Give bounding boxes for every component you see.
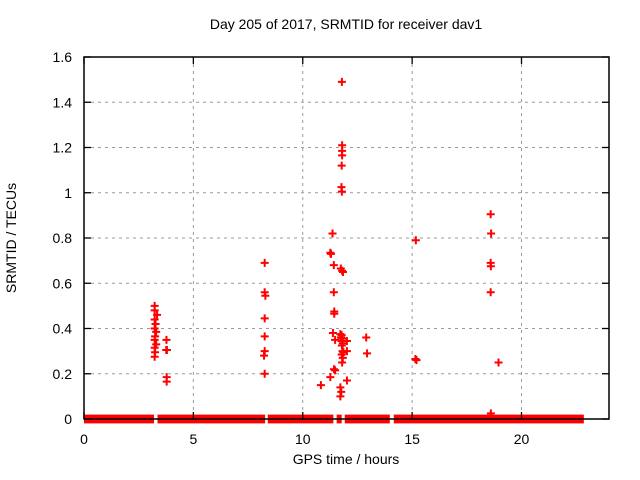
data-point	[338, 358, 347, 367]
data-point	[260, 369, 269, 378]
data-point	[326, 249, 335, 258]
x-tick-label: 10	[295, 431, 311, 447]
data-points	[150, 77, 503, 418]
data-point	[162, 377, 171, 386]
data-point	[260, 314, 269, 323]
plot-frame	[83, 56, 610, 420]
x-tick-label: 15	[404, 431, 420, 447]
y-tick-label: 0.8	[53, 230, 73, 246]
data-point	[260, 351, 269, 360]
data-point	[261, 291, 270, 300]
data-point	[411, 236, 420, 245]
data-point	[411, 355, 420, 364]
data-point	[486, 262, 495, 271]
y-tick-label: 1.6	[53, 49, 73, 65]
data-point	[486, 409, 495, 418]
y-tick-label: 1.4	[53, 94, 73, 110]
data-point	[336, 392, 345, 401]
x-tick-label: 20	[514, 431, 530, 447]
data-point	[328, 229, 337, 238]
data-point	[363, 349, 372, 358]
data-point	[326, 373, 335, 382]
data-point	[150, 335, 159, 344]
x-axis-label: GPS time / hours	[293, 451, 400, 467]
y-tick-label: 0.4	[53, 321, 73, 337]
data-point	[329, 261, 338, 270]
data-point	[486, 288, 495, 297]
y-tick-label: 1	[64, 185, 72, 201]
data-point	[337, 187, 346, 196]
data-point	[337, 77, 346, 86]
data-point	[328, 329, 337, 338]
data-point	[342, 376, 351, 385]
grid-lines	[84, 57, 609, 419]
x-tick-label: 5	[189, 431, 197, 447]
data-point	[330, 365, 339, 374]
chart-title: Day 205 of 2017, SRMTID for receiver dav…	[210, 16, 483, 32]
data-point	[339, 267, 347, 276]
data-point	[362, 333, 371, 342]
data-point	[330, 309, 339, 318]
data-point	[342, 336, 351, 345]
y-tick-label: 1.2	[53, 140, 73, 156]
y-tick-label: 0	[64, 411, 72, 427]
data-point	[150, 352, 159, 361]
data-point	[329, 288, 338, 297]
data-point	[162, 335, 171, 344]
x-tick-label: 0	[80, 431, 88, 447]
data-point	[338, 151, 347, 160]
y-axis-label: SRMTID / TECUs	[3, 183, 19, 293]
data-point	[153, 310, 162, 319]
data-point	[494, 358, 503, 367]
data-point	[486, 210, 495, 219]
data-point	[152, 327, 161, 336]
data-point	[260, 332, 269, 341]
data-point	[260, 258, 269, 267]
y-tick-label: 0.6	[53, 275, 73, 291]
y-tick-label: 0.2	[53, 366, 73, 382]
data-point	[331, 335, 340, 344]
data-point	[331, 366, 340, 375]
data-point	[150, 306, 159, 315]
data-point	[487, 229, 496, 238]
tick-labels: 0 5 10 15 20 0 0.2 0.4 0.6 0.8 1 1.2 1.4 1.6	[53, 49, 530, 447]
data-point	[316, 381, 325, 390]
data-point	[337, 161, 346, 170]
data-point	[162, 345, 171, 354]
data-point	[342, 347, 351, 356]
data-point	[412, 356, 421, 365]
